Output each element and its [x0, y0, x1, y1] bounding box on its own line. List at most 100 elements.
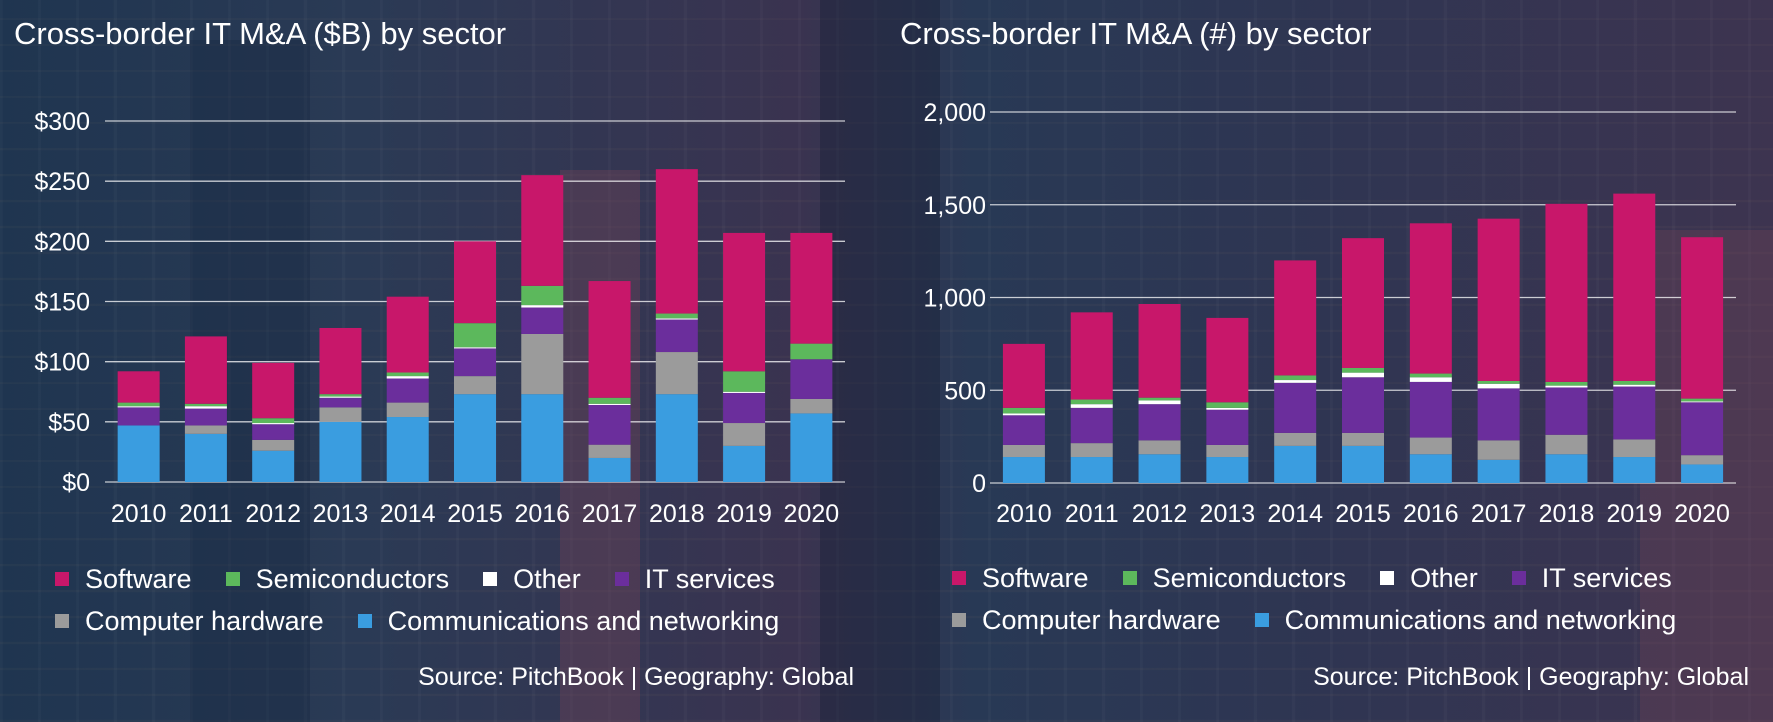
- bar-it-services-2016: [1409, 381, 1452, 438]
- bar-communications-and-networking-2019: [1613, 457, 1656, 483]
- bar-software-2010: [117, 371, 160, 403]
- bar-communications-and-networking-2016: [1409, 454, 1452, 483]
- bar-software-2020: [790, 232, 833, 344]
- bar-it-services-2012: [252, 424, 295, 440]
- bar-computer-hardware-2014: [1274, 432, 1317, 446]
- bar-software-2012: [1138, 303, 1181, 398]
- legend-label-it-services: IT services: [1541, 562, 1672, 593]
- bar-semiconductors-2019: [1613, 380, 1656, 385]
- legend-item-computer-hardware: Computer hardware: [55, 606, 324, 637]
- legend-swatch-it-services: [614, 572, 629, 586]
- x-tick-label: 2016: [514, 500, 570, 528]
- legend-item-it-services: IT services: [1511, 562, 1672, 594]
- legend-label-semiconductors: Semiconductors: [255, 563, 450, 594]
- bar-computer-hardware-2015: [454, 376, 496, 395]
- bar-computer-hardware-2017: [588, 444, 631, 458]
- bar-communications-and-networking-2010: [117, 425, 160, 482]
- bar-other-2017: [1477, 383, 1520, 389]
- x-tick-label: 2014: [380, 500, 436, 528]
- bar-semiconductors-2017: [1477, 380, 1520, 384]
- legend-label-other: Other: [513, 563, 581, 594]
- bar-it-services-2010: [117, 407, 160, 426]
- bar-software-2016: [521, 175, 564, 286]
- bar-other-2020: [1681, 401, 1724, 403]
- source-note: Source: PitchBook | Geography: Global: [1313, 663, 1749, 691]
- bar-software-2013: [319, 327, 362, 395]
- legend-swatch-computer-hardware: [55, 614, 69, 628]
- bar-semiconductors-2011: [1070, 399, 1113, 405]
- bar-communications-and-networking-2019: [723, 445, 766, 482]
- y-tick-label: $250: [34, 168, 90, 196]
- y-tick-label: 1,000: [923, 285, 986, 313]
- bar-software-2016: [1409, 223, 1452, 374]
- chart-title: Cross-border IT M&A ($B) by sector: [14, 16, 507, 51]
- bar-computer-hardware-2018: [655, 352, 698, 395]
- legend-label-communications: Communications and networking: [1284, 604, 1677, 635]
- bar-it-services-2013: [319, 397, 362, 408]
- bar-communications-and-networking-2017: [1477, 459, 1520, 483]
- legend-row: Computer hardware Communications and net…: [55, 600, 885, 642]
- bar-other-2017: [588, 403, 631, 405]
- legend-swatch-communications: [1254, 613, 1269, 627]
- bar-other-2018: [1545, 385, 1588, 388]
- bar-software-2018: [655, 169, 698, 314]
- bar-it-services-2017: [588, 404, 631, 445]
- bar-computer-hardware-2019: [1613, 439, 1656, 458]
- bar-it-services-2011: [184, 408, 227, 426]
- bar-communications-and-networking-2012: [1138, 454, 1181, 483]
- bar-computer-hardware-2012: [252, 439, 295, 451]
- bar-other-2016: [1409, 377, 1452, 382]
- bar-other-2013: [1206, 407, 1249, 410]
- y-tick-label: 500: [944, 377, 986, 405]
- bar-other-2012: [252, 423, 295, 425]
- legend-item-computer-hardware: Computer hardware: [952, 605, 1221, 636]
- bar-software-2011: [1070, 312, 1113, 400]
- bar-semiconductors-2011: [184, 403, 227, 407]
- bar-semiconductors-2015: [1342, 367, 1384, 373]
- bar-other-2014: [386, 376, 429, 379]
- chart-title: Cross-border IT M&A (#) by sector: [900, 16, 1372, 51]
- bar-computer-hardware-2011: [1070, 443, 1113, 458]
- bar-it-services-2011: [1070, 407, 1113, 444]
- bar-semiconductors-2016: [1409, 373, 1452, 378]
- legend-swatch-semiconductors: [225, 572, 240, 586]
- bar-software-2017: [1477, 218, 1520, 381]
- bar-semiconductors-2012: [1138, 397, 1181, 401]
- bar-other-2014: [1274, 380, 1317, 383]
- bar-communications-and-networking-2014: [1274, 445, 1317, 483]
- legend-label-it-services: IT services: [644, 563, 775, 594]
- bar-computer-hardware-2020: [1681, 455, 1724, 465]
- bar-it-services-2017: [1477, 388, 1520, 441]
- legend-row: Software Semiconductors Other IT service…: [952, 557, 1773, 599]
- bar-semiconductors-2013: [1206, 402, 1249, 408]
- y-tick-label: $50: [48, 409, 90, 437]
- bar-semiconductors-2016: [521, 285, 564, 306]
- legend-swatch-other: [483, 572, 498, 586]
- legend-item-other: Other: [483, 564, 581, 595]
- bar-it-services-2015: [454, 348, 496, 377]
- bar-communications-and-networking-2013: [1206, 457, 1249, 483]
- bar-semiconductors-2010: [1002, 407, 1045, 414]
- legend-label-other: Other: [1410, 562, 1478, 593]
- x-tick-label: 2014: [1267, 500, 1323, 528]
- legend-item-other: Other: [1380, 563, 1478, 594]
- bar-it-services-2020: [790, 359, 833, 399]
- legend-item-semiconductors: Semiconductors: [1122, 562, 1347, 594]
- bar-it-services-2018: [655, 319, 698, 353]
- bar-communications-and-networking-2014: [386, 417, 429, 482]
- legend-label-semiconductors: Semiconductors: [1152, 562, 1347, 593]
- bar-computer-hardware-2019: [723, 423, 766, 446]
- bar-communications-and-networking-2011: [184, 433, 227, 482]
- y-tick-label: $150: [34, 289, 90, 317]
- bar-computer-hardware-2020: [790, 398, 833, 414]
- bar-software-2011: [184, 336, 227, 404]
- bar-software-2020: [1681, 237, 1724, 399]
- bar-other-2013: [319, 396, 362, 398]
- bar-software-2013: [1206, 317, 1249, 403]
- bar-it-services-2015: [1342, 377, 1384, 433]
- legend-label-communications: Communications and networking: [387, 605, 780, 636]
- legend-item-semiconductors: Semiconductors: [225, 563, 450, 595]
- bar-software-2014: [1274, 260, 1317, 376]
- bar-semiconductors-2015: [454, 323, 496, 348]
- bar-software-2010: [1002, 343, 1045, 408]
